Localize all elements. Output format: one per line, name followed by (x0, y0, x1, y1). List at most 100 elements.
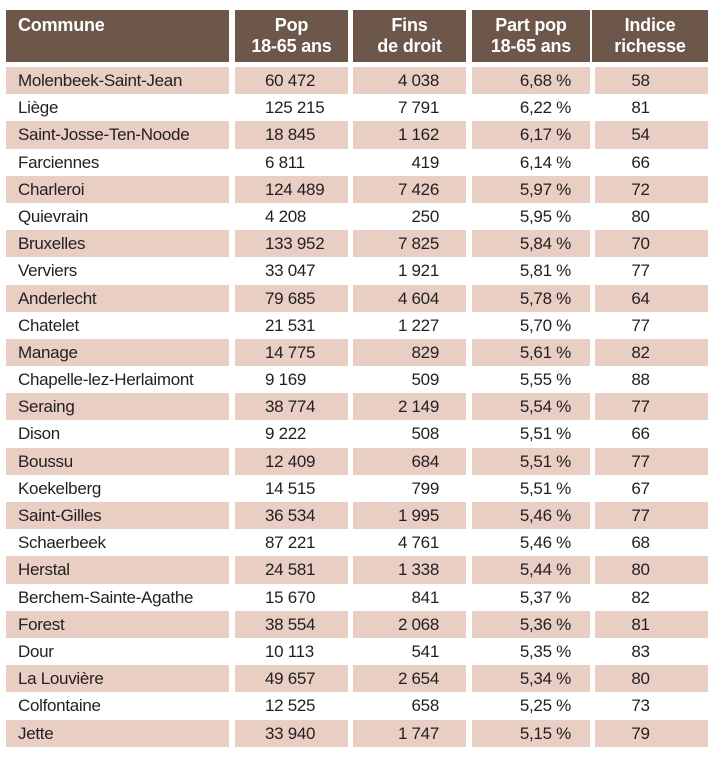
part-cell: 5,44 % (472, 556, 590, 584)
part-cell: 5,95 % (519, 206, 571, 226)
part-cell: 5,97 % (472, 175, 590, 203)
table-row: Dour 10 113 541 5,35 % 83 (6, 638, 708, 665)
fins-cell: 829 (353, 338, 466, 367)
table-row: Chapelle-lez-Herlaimont 9 169 509 5,55 % 88 (6, 366, 708, 393)
commune-cell: Boussu (6, 447, 229, 475)
table-header-row: Commune Pop 18-65 ans Fins de droit Part… (6, 10, 708, 62)
fins-cell: 250 (411, 206, 440, 226)
table-row: Charleroi 124 489 7 426 5,97 % 72 (6, 175, 708, 203)
table-row: Schaerbeek 87 221 4 761 5,46 % 68 (6, 529, 708, 556)
fins-cell: 7 791 (397, 98, 439, 118)
fins-cell: 1 338 (353, 556, 466, 584)
indice-cell: 67 (631, 478, 650, 498)
pop-cell: 18 845 (235, 121, 348, 149)
header-part-pop: Part pop 18-65 ans (472, 10, 590, 62)
commune-cell: Dour (18, 641, 54, 661)
fins-cell: 684 (353, 447, 466, 475)
indice-cell: 82 (595, 338, 708, 367)
pop-cell: 124 489 (235, 175, 348, 203)
pop-cell: 36 534 (235, 502, 348, 530)
pop-cell: 12 525 (265, 696, 316, 716)
fins-cell: 2 654 (353, 665, 466, 693)
pop-cell: 14 775 (235, 338, 348, 367)
pop-cell: 10 113 (265, 641, 314, 661)
indice-cell: 73 (631, 696, 650, 716)
indice-cell: 80 (595, 665, 708, 693)
header-indice-richesse: Indice richesse (592, 10, 708, 62)
indice-cell: 77 (631, 315, 650, 335)
part-cell: 5,34 % (472, 665, 590, 693)
commune-cell: Anderlecht (6, 284, 229, 312)
indice-cell: 88 (631, 370, 650, 390)
indice-cell: 70 (595, 230, 708, 258)
part-cell: 5,78 % (472, 284, 590, 312)
header-pop-18-65: Pop 18-65 ans (235, 10, 348, 62)
commune-cell: Farciennes (18, 152, 100, 172)
part-cell: 5,36 % (472, 610, 590, 638)
indice-cell: 77 (595, 393, 708, 421)
part-cell: 5,25 % (519, 696, 571, 716)
fins-cell: 1 747 (353, 719, 466, 747)
commune-cell: Liège (18, 98, 59, 118)
fins-cell: 4 604 (353, 284, 466, 312)
table-row: Saint-Gilles 36 534 1 995 5,46 % 77 (6, 502, 708, 530)
pop-cell: 33 047 (265, 261, 316, 281)
table-row: Bruxelles 133 952 7 825 5,84 % 70 (6, 230, 708, 258)
pop-cell: 87 221 (265, 533, 316, 553)
fins-cell: 2 068 (353, 610, 466, 638)
commune-cell: La Louvière (6, 665, 229, 693)
commune-cell: Saint-Josse-Ten-Noode (6, 121, 229, 149)
part-cell: 5,81 % (519, 261, 571, 281)
fins-cell: 4 761 (397, 533, 439, 553)
pop-cell: 133 952 (235, 230, 348, 258)
commune-cell: Manage (6, 338, 229, 367)
table-row: Koekelberg 14 515 799 5,51 % 67 (6, 475, 708, 502)
pop-cell: 49 657 (235, 665, 348, 693)
part-cell: 5,46 % (472, 502, 590, 530)
indice-cell: 54 (595, 121, 708, 149)
indice-cell: 80 (631, 206, 650, 226)
table-row: Herstal 24 581 1 338 5,44 % 80 (6, 556, 708, 584)
indice-cell: 81 (595, 610, 708, 638)
indice-cell: 82 (631, 587, 650, 607)
table-row: Forest 38 554 2 068 5,36 % 81 (6, 610, 708, 638)
indice-cell: 83 (631, 641, 650, 661)
commune-cell: Forest (6, 610, 229, 638)
commune-cell: Charleroi (6, 175, 229, 203)
table-row: Colfontaine 12 525 658 5,25 % 73 (6, 692, 708, 719)
commune-cell: Chatelet (18, 315, 79, 335)
indice-cell: 68 (631, 533, 650, 553)
fins-cell: 1 921 (397, 261, 439, 281)
pop-cell: 125 215 (265, 98, 325, 118)
pop-cell: 24 581 (235, 556, 348, 584)
part-cell: 5,51 % (519, 424, 571, 444)
table-row: Verviers 33 047 1 921 5,81 % 77 (6, 257, 708, 284)
table-row: Farciennes 6 811 419 6,14 % 66 (6, 149, 708, 176)
indice-cell: 77 (595, 447, 708, 475)
pop-cell: 60 472 (235, 67, 348, 95)
fins-cell: 1 995 (353, 502, 466, 530)
pop-cell: 9 222 (265, 424, 307, 444)
commune-cell: Herstal (6, 556, 229, 584)
commune-cell: Jette (6, 719, 229, 747)
table-row: Molenbeek-Saint-Jean 60 472 4 038 6,68 % 58 (6, 67, 708, 95)
fins-cell: 541 (411, 641, 440, 661)
commune-cell: Chapelle-lez-Herlaimont (18, 370, 194, 390)
fins-cell: 4 038 (353, 67, 466, 95)
pop-cell: 4 208 (265, 206, 307, 226)
part-cell: 5,54 % (472, 393, 590, 421)
indice-cell: 79 (595, 719, 708, 747)
part-cell: 5,15 % (472, 719, 590, 747)
pop-cell: 38 554 (235, 610, 348, 638)
indice-cell: 80 (595, 556, 708, 584)
commune-cell: Colfontaine (18, 696, 101, 716)
commune-cell: Dison (18, 424, 60, 444)
indice-cell: 58 (595, 67, 708, 95)
table-row: Boussu 12 409 684 5,51 % 77 (6, 447, 708, 475)
commune-table: Commune Pop 18-65 ans Fins de droit Part… (6, 10, 708, 747)
pop-cell: 14 515 (265, 478, 316, 498)
table-row: Quievrain 4 208 250 5,95 % 80 (6, 203, 708, 230)
commune-cell: Verviers (18, 261, 78, 281)
pop-cell: 12 409 (235, 447, 348, 475)
